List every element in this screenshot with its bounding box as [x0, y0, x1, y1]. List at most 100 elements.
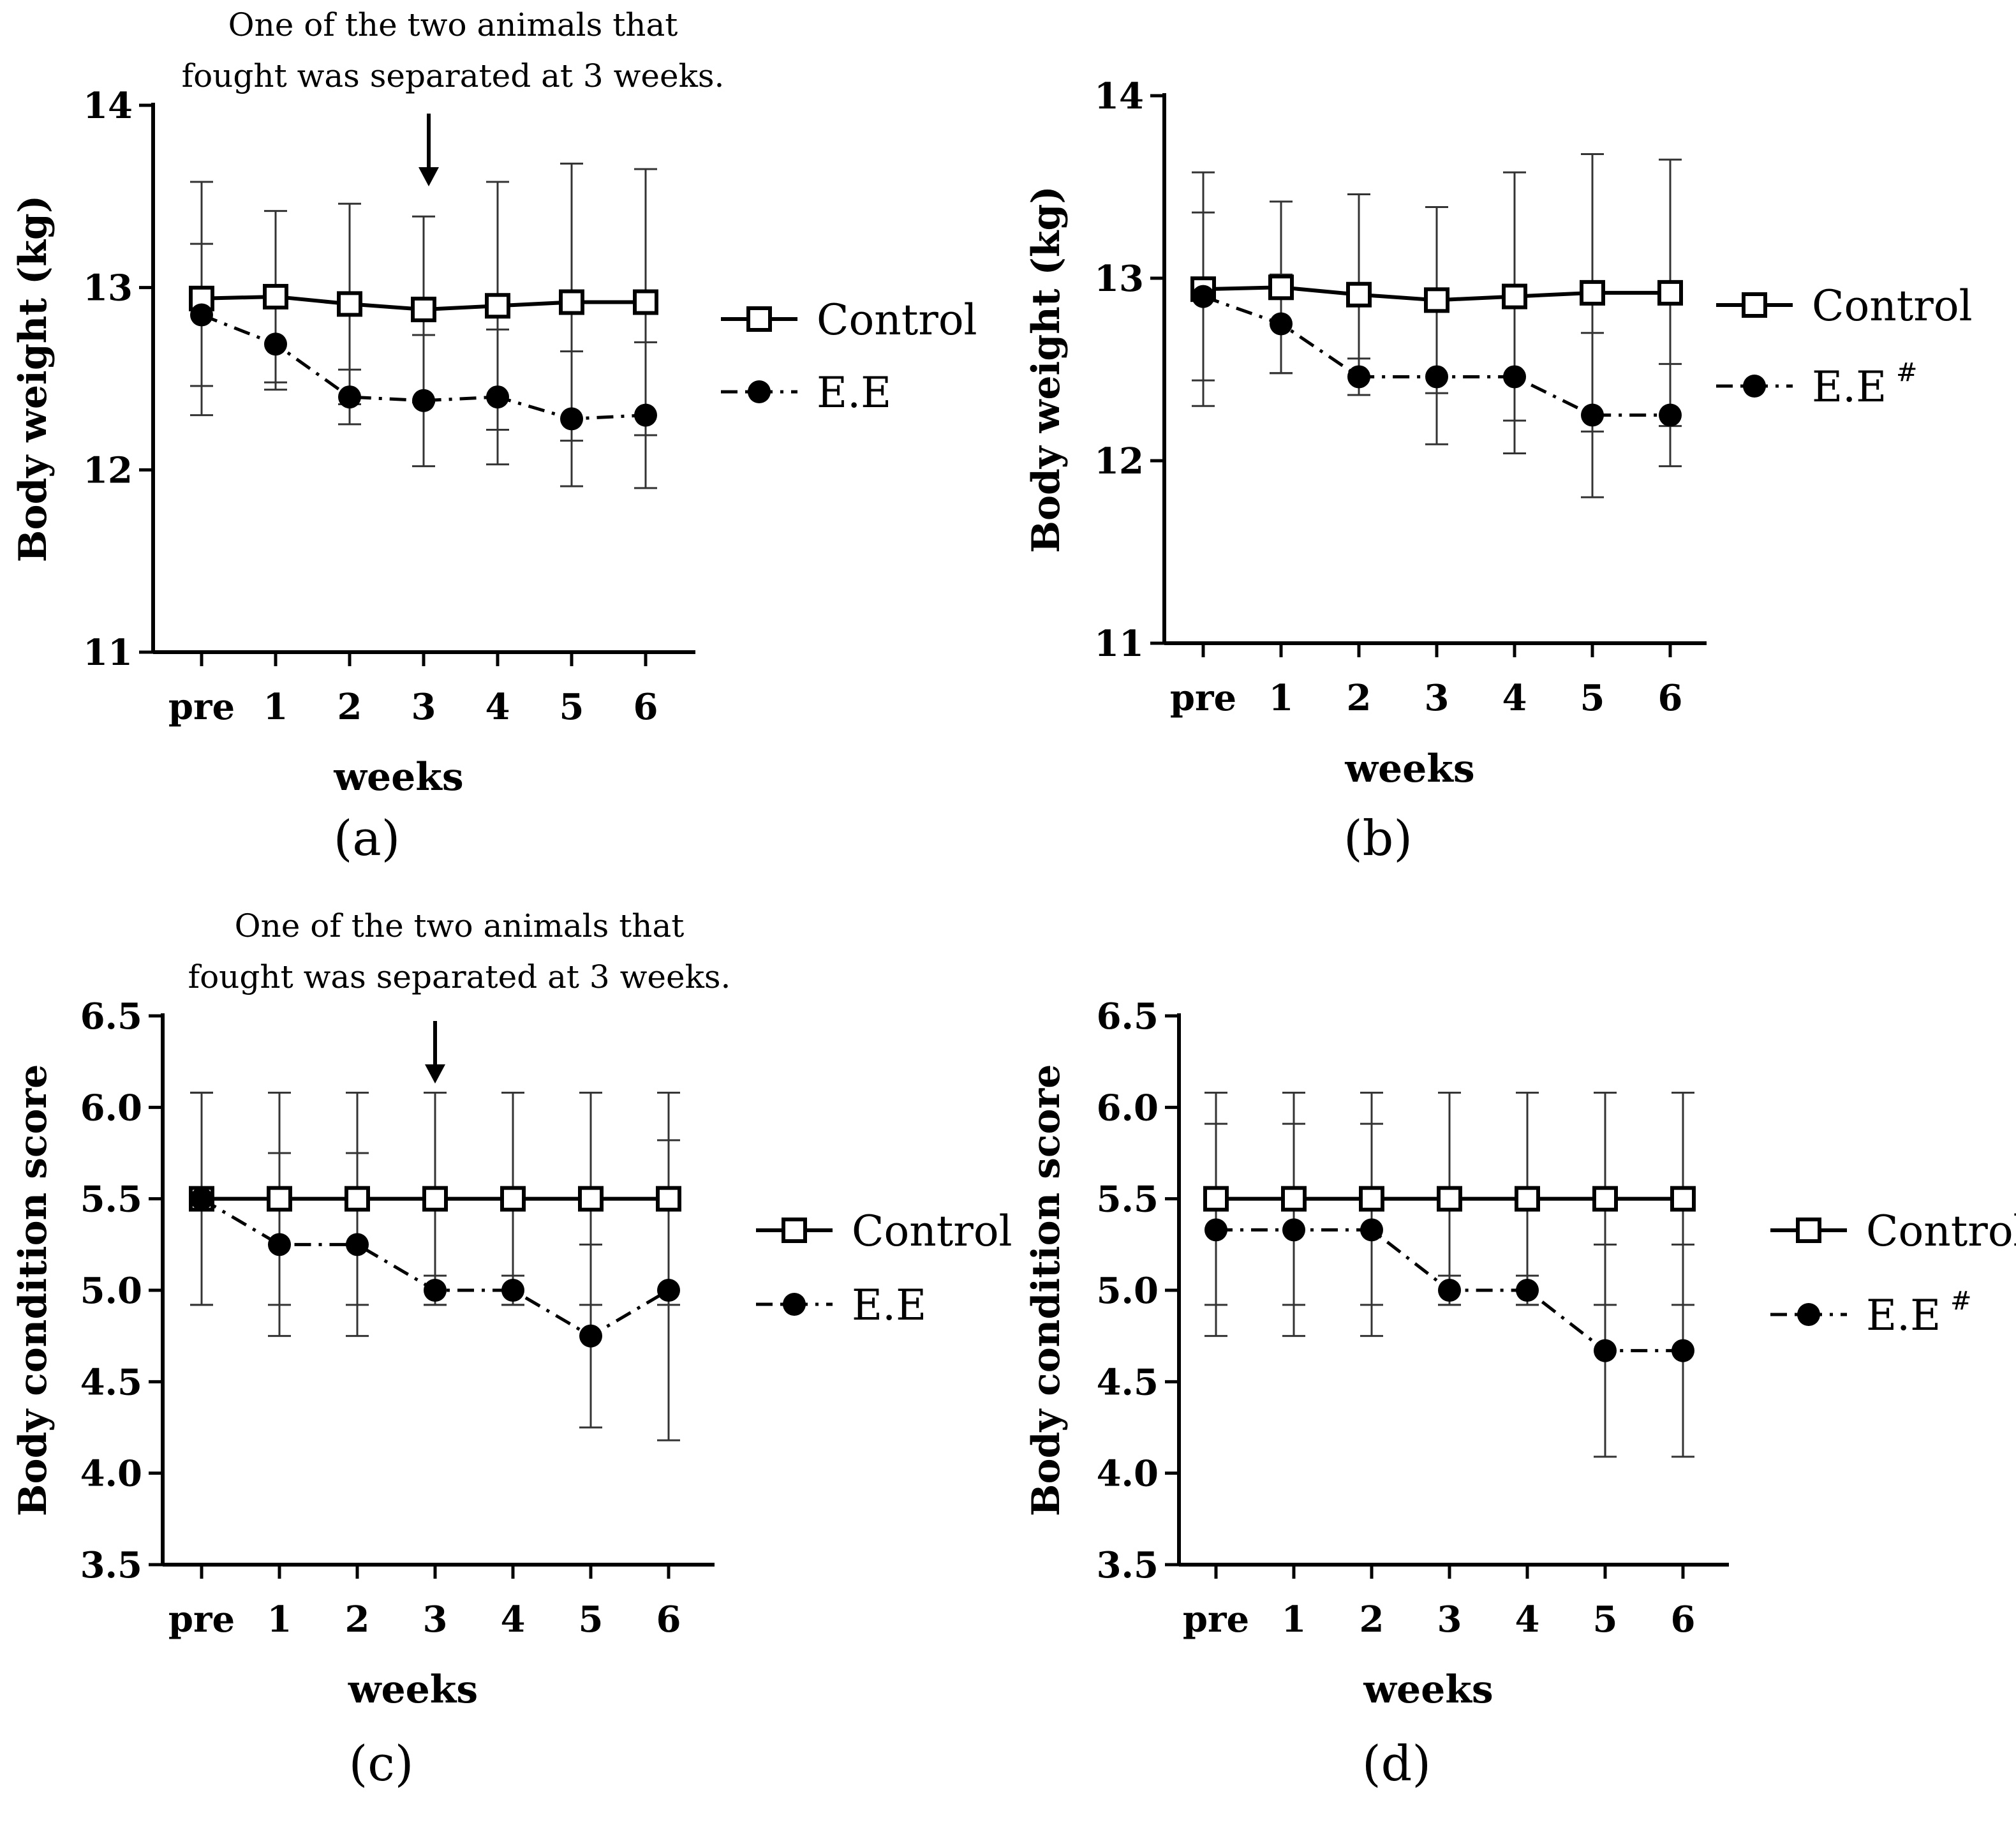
- data-point-ee: [634, 403, 657, 427]
- data-point-ee: [1581, 403, 1604, 427]
- x-tick-label: pre: [1183, 1598, 1249, 1641]
- annotation-text: One of the two animals that: [235, 907, 685, 944]
- y-tick-label: 5.0: [80, 1270, 142, 1312]
- annotation-arrow-head: [425, 1064, 445, 1084]
- data-point-ee: [268, 1233, 291, 1256]
- y-tick-label: 4.5: [80, 1361, 142, 1403]
- x-tick-label: 1: [1282, 1598, 1307, 1641]
- legend-label: Control: [1866, 1207, 2016, 1256]
- data-point-control: [422, 1186, 448, 1212]
- legend: Control E.E #: [1716, 281, 1973, 412]
- data-point-control: [411, 296, 436, 322]
- data-point-control: [1580, 279, 1605, 306]
- data-point-control: [656, 1186, 681, 1212]
- data-point-ee: [424, 1279, 447, 1302]
- y-tick-label: 5.5: [1097, 1179, 1159, 1221]
- y-tick-label: 13: [83, 267, 133, 309]
- y-tick-label: 14: [1094, 75, 1144, 117]
- y-tick-label: 11: [83, 632, 133, 674]
- y-tick-label: 4.0: [1097, 1453, 1159, 1495]
- data-point-ee: [190, 1187, 213, 1210]
- x-tick-label: 4: [1502, 677, 1527, 719]
- y-tick-label: 6.0: [1097, 1087, 1159, 1129]
- legend-label: Control: [817, 295, 977, 345]
- x-tick-label: 1: [267, 1598, 292, 1641]
- x-tick-label: 3: [1425, 677, 1449, 719]
- y-tick-label: 5.5: [80, 1179, 142, 1221]
- data-point-ee: [486, 385, 509, 409]
- data-point-control: [337, 291, 362, 317]
- panel-label: (c): [349, 1735, 414, 1792]
- legend-marker-square: [1742, 292, 1767, 318]
- data-point-control: [1657, 279, 1683, 306]
- legend-marker-circle: [783, 1293, 806, 1316]
- data-point-ee: [412, 389, 435, 412]
- x-tick-label: 2: [1347, 677, 1372, 719]
- x-axis-title: weeks: [1363, 1667, 1493, 1712]
- x-tick-label: 6: [1671, 1598, 1696, 1641]
- x-tick-label: 5: [1580, 677, 1605, 719]
- y-tick-label: 4.0: [80, 1453, 142, 1495]
- y-tick-label: 3.5: [1097, 1544, 1159, 1586]
- data-point-control: [189, 285, 214, 311]
- x-tick-label: 4: [485, 686, 510, 728]
- annotation-text: One of the two animals that: [228, 6, 678, 43]
- y-axis-title: Body weight (kg): [1024, 186, 1069, 553]
- legend-label: Control: [1812, 281, 1973, 331]
- data-point-ee: [1516, 1279, 1539, 1302]
- data-point-ee: [1282, 1218, 1305, 1242]
- x-axis-title: weeks: [1344, 747, 1474, 791]
- panel-label: (b): [1344, 810, 1412, 867]
- data-point-ee: [1659, 403, 1682, 427]
- data-point-ee: [1192, 285, 1215, 308]
- x-tick-label: 6: [1658, 677, 1683, 719]
- x-axis-title: weeks: [348, 1667, 478, 1712]
- data-point-control: [485, 293, 510, 319]
- legend-superscript: #: [1896, 358, 1918, 387]
- data-point-ee: [1425, 365, 1448, 389]
- x-tick-label: 1: [263, 686, 288, 728]
- x-tick-label: 5: [579, 1598, 604, 1641]
- data-point-control: [559, 289, 584, 315]
- x-tick-label: 5: [560, 686, 584, 728]
- x-tick-label: 1: [1269, 677, 1294, 719]
- data-point-control: [1281, 1186, 1307, 1212]
- data-point-ee: [1594, 1339, 1617, 1362]
- x-tick-label: 3: [423, 1598, 448, 1641]
- data-point-control: [1437, 1186, 1462, 1212]
- data-point-control: [1670, 1186, 1696, 1212]
- x-tick-label: 2: [337, 686, 362, 728]
- x-tick-label: 4: [501, 1598, 526, 1641]
- y-axis-title: Body weight (kg): [11, 195, 56, 563]
- x-tick-label: 6: [656, 1598, 681, 1641]
- y-tick-label: 12: [1094, 440, 1144, 482]
- data-point-control: [633, 289, 658, 315]
- data-point-control: [1346, 281, 1372, 308]
- x-tick-label: 6: [634, 686, 658, 728]
- data-point-ee: [264, 332, 287, 356]
- data-point-control: [1424, 287, 1449, 313]
- y-tick-label: 13: [1094, 258, 1144, 300]
- legend-label: E.E: [1812, 362, 1886, 412]
- data-point-control: [1203, 1186, 1229, 1212]
- x-tick-label: 4: [1515, 1598, 1540, 1641]
- chart-panel-3: 3.5 4.0 4.5 5.0 5.5 6.0 6.5 pre 1 2 3 4 5 6 Body condi…: [11, 907, 1012, 1792]
- data-point-ee: [501, 1279, 524, 1302]
- legend-superscript: #: [1950, 1286, 1972, 1316]
- annotation-arrow-head: [419, 167, 439, 186]
- y-tick-label: 3.5: [80, 1544, 142, 1586]
- data-point-ee: [1438, 1279, 1461, 1302]
- legend: Control E.E #: [1770, 1207, 2016, 1340]
- y-tick-label: 11: [1094, 623, 1144, 665]
- data-point-ee: [1503, 365, 1526, 389]
- data-point-control: [345, 1186, 370, 1212]
- y-axis-title: Body condition score: [11, 1064, 56, 1517]
- legend: Control E.E: [721, 295, 977, 417]
- chart-panel-4: 3.5 4.0 4.5 5.0 5.5 6.0 6.5 pre 1 2 3 4 5 6 Body condi…: [1024, 995, 2016, 1792]
- legend-marker-square: [782, 1218, 807, 1243]
- y-tick-label: 4.5: [1097, 1361, 1159, 1403]
- data-point-control: [1592, 1186, 1618, 1212]
